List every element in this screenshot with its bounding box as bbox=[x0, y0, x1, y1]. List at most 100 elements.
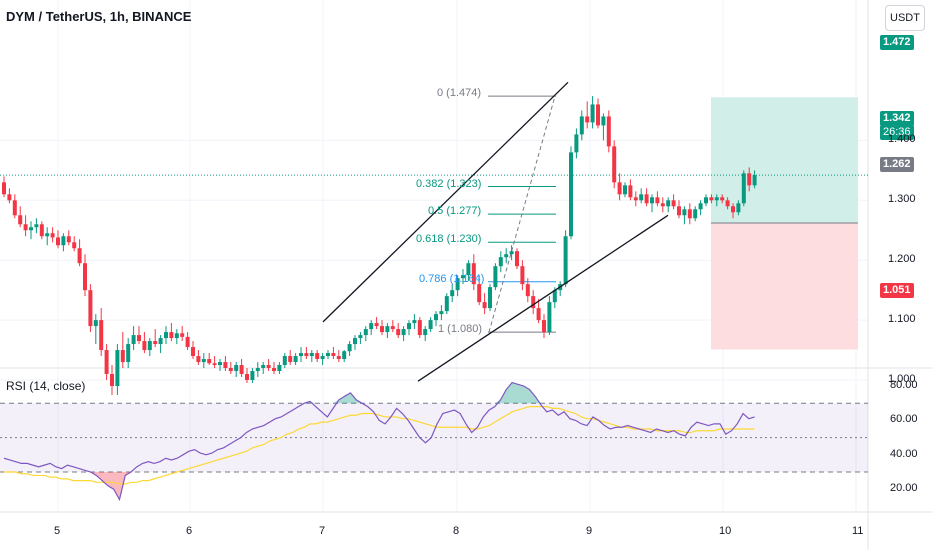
candle-body bbox=[353, 338, 357, 345]
candle-body bbox=[752, 175, 757, 186]
profit-zone bbox=[711, 97, 858, 224]
candle-body bbox=[304, 353, 309, 357]
candle-body bbox=[12, 200, 17, 216]
candle-body bbox=[482, 302, 487, 309]
candle-body bbox=[83, 263, 87, 291]
candle-body bbox=[671, 200, 676, 207]
stop-price-badge: 1.051 bbox=[880, 283, 914, 298]
time-tick-label: 5 bbox=[54, 525, 61, 537]
candle-body bbox=[650, 197, 654, 204]
target-price-badge: 1.472 bbox=[880, 35, 914, 50]
candle-body bbox=[563, 236, 568, 285]
candle-body bbox=[477, 284, 482, 303]
candle-body bbox=[288, 356, 293, 363]
rsi-tick-label: 40.00 bbox=[890, 447, 918, 460]
candle-body bbox=[180, 333, 185, 337]
candle-body bbox=[439, 311, 444, 315]
candle-body bbox=[239, 365, 244, 375]
candle-body bbox=[623, 185, 627, 195]
candle-body bbox=[725, 200, 730, 207]
upper-trendline bbox=[322, 81, 569, 323]
currency-button[interactable]: USDT bbox=[885, 5, 925, 31]
candle-body bbox=[747, 173, 752, 186]
candle-body bbox=[390, 326, 395, 330]
time-tick-label: 6 bbox=[186, 525, 193, 537]
fibonacci-retracement[interactable] bbox=[488, 95, 556, 333]
candle-body bbox=[185, 336, 190, 348]
candle-body bbox=[455, 278, 460, 291]
rsi-band-background bbox=[0, 403, 868, 472]
candle-body bbox=[471, 263, 476, 285]
candle-body bbox=[698, 203, 703, 210]
candle-body bbox=[655, 197, 660, 204]
candle-body bbox=[736, 203, 741, 213]
time-tick-label: 8 bbox=[453, 525, 460, 537]
candle-body bbox=[218, 362, 222, 366]
candle-body bbox=[126, 344, 131, 363]
candle-body bbox=[277, 365, 282, 372]
candle-body bbox=[61, 236, 66, 246]
candle-body bbox=[682, 209, 687, 216]
countdown-badge: 26:36 bbox=[880, 125, 914, 140]
candle-body bbox=[196, 356, 201, 363]
candle-body bbox=[266, 365, 271, 369]
candle-body bbox=[131, 335, 136, 345]
candle-body bbox=[720, 197, 725, 201]
candle-body bbox=[23, 224, 28, 231]
candle-body bbox=[99, 320, 104, 351]
candle-body bbox=[380, 326, 384, 333]
candle-body bbox=[552, 290, 557, 303]
candle-body bbox=[120, 350, 125, 363]
candle-body bbox=[714, 197, 719, 201]
candle-body bbox=[601, 116, 606, 126]
candle-body bbox=[93, 320, 98, 327]
current-price-badge: 1.342 bbox=[880, 111, 914, 126]
candle-body bbox=[201, 359, 206, 363]
loss-zone bbox=[711, 223, 858, 350]
trendline-channel[interactable] bbox=[322, 81, 669, 382]
candle-body bbox=[320, 356, 325, 360]
candle-body bbox=[628, 185, 633, 198]
candle-body bbox=[137, 335, 141, 342]
candle-body bbox=[617, 182, 622, 195]
candle-body bbox=[407, 323, 411, 330]
rsi-indicator-label[interactable]: RSI (14, close) bbox=[6, 379, 86, 393]
candle-body bbox=[282, 356, 287, 366]
price-tick-label: 1.100 bbox=[888, 313, 916, 326]
candlestick-series bbox=[2, 96, 757, 395]
candle-body bbox=[444, 296, 449, 312]
candle-body bbox=[466, 263, 471, 276]
candle-body bbox=[666, 200, 671, 207]
candle-body bbox=[245, 374, 249, 380]
candle-body bbox=[428, 320, 433, 330]
candle-body bbox=[520, 266, 525, 285]
candle-body bbox=[531, 296, 536, 309]
candle-body bbox=[191, 347, 195, 357]
price-tick-label: 1.400 bbox=[888, 133, 916, 146]
candle-body bbox=[207, 359, 212, 364]
fib-level-label: 0.618 (1.230) bbox=[416, 233, 482, 246]
candle-body bbox=[18, 215, 23, 225]
rsi-tick-label: 60.00 bbox=[890, 413, 918, 426]
candle-body bbox=[434, 314, 438, 321]
symbol-title[interactable]: DYM / TetherUS, 1h, BINANCE bbox=[6, 9, 192, 24]
time-tick-label: 10 bbox=[719, 525, 732, 537]
candle-body bbox=[504, 254, 509, 258]
candle-body bbox=[110, 374, 114, 386]
rsi-line bbox=[3, 381, 755, 502]
price-tick-label: 1.200 bbox=[888, 253, 916, 266]
candle-body bbox=[164, 332, 168, 339]
price-tick-label: 1.300 bbox=[888, 193, 916, 206]
candle-body bbox=[293, 356, 298, 363]
candle-body bbox=[347, 344, 352, 352]
rsi-tick-label: 20.00 bbox=[890, 482, 918, 495]
candle-body bbox=[423, 329, 428, 336]
candle-body bbox=[385, 326, 390, 333]
rsi-overbought-fill bbox=[304, 382, 541, 404]
trade-position-zones[interactable] bbox=[0, 97, 868, 350]
candle-body bbox=[174, 333, 179, 339]
candle-body bbox=[693, 209, 698, 219]
time-tick-label: 7 bbox=[319, 525, 326, 537]
